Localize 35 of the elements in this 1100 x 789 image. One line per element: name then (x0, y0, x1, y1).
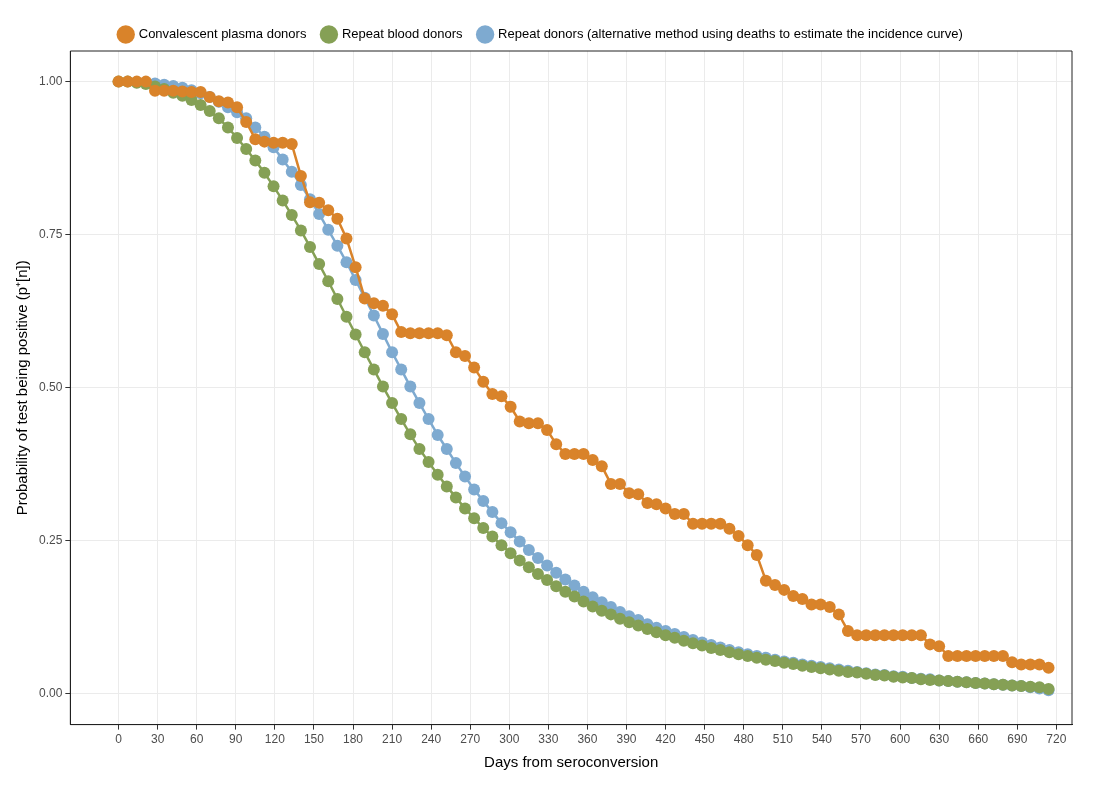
x-tick-label: 0 (115, 732, 123, 747)
legend-label: Convalescent plasma donors (138, 26, 307, 42)
x-tick-label: 300 (499, 732, 520, 747)
x-tick-label: 570 (850, 732, 872, 747)
x-tick-label: 720 (1046, 732, 1067, 747)
x-tick-label: 240 (421, 732, 442, 747)
x-tick-label: 450 (694, 732, 716, 747)
y-tick-label: 1.00 (39, 73, 63, 88)
legend-label: Repeat blood donors (341, 26, 464, 42)
x-tick-label: 660 (968, 732, 989, 747)
y-axis-title: Probability of test being positive (p⁺[n]) (13, 260, 31, 516)
x-tick-label: 600 (890, 732, 911, 747)
x-tick-label: 90 (229, 732, 243, 747)
y-tick-label: 0.75 (39, 227, 63, 242)
x-tick-label: 360 (577, 732, 598, 747)
x-tick-label: 390 (616, 732, 637, 747)
y-tick-label: 0.00 (39, 686, 63, 701)
legend-label: Repeat donors (alternative method using deaths to estimate the incidence curve) (498, 26, 963, 42)
x-tick-label: 330 (538, 732, 559, 747)
x-tick-label: 540 (811, 732, 833, 747)
x-tick-label: 630 (929, 732, 950, 747)
x-tick-label: 210 (382, 732, 403, 747)
y-tick-label: 0.25 (39, 533, 63, 548)
x-tick-label: 60 (190, 732, 204, 747)
x-tick-label: 120 (264, 732, 286, 747)
x-axis-title: Days from seroconversion (484, 753, 659, 771)
y-tick-label: 0.50 (39, 380, 63, 395)
x-tick-label: 690 (1007, 732, 1028, 747)
x-tick-label: 30 (150, 732, 165, 747)
x-tick-label: 420 (655, 732, 676, 747)
x-tick-label: 480 (733, 732, 755, 747)
x-tick-label: 510 (772, 732, 794, 747)
x-tick-label: 270 (460, 732, 481, 747)
x-tick-label: 180 (342, 732, 364, 747)
x-tick-label: 150 (303, 732, 325, 747)
